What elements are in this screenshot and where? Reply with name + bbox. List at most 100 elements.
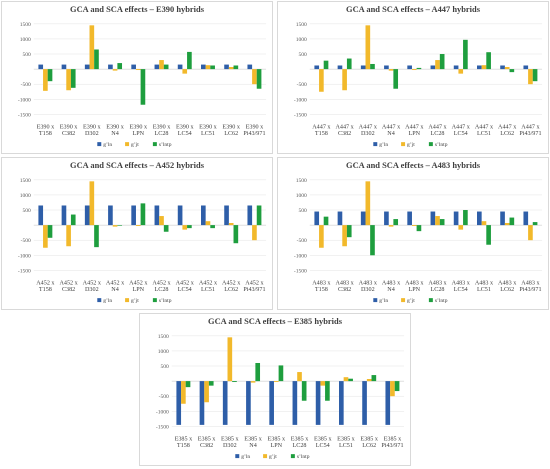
x-tick-label: A447 x [359, 124, 377, 130]
bar-g-jt [66, 225, 71, 247]
bar-g-ln [314, 211, 320, 226]
bar-s-lntp [486, 52, 491, 70]
x-tick-label: E390 x [129, 124, 147, 130]
x-tick-label: E385 x [221, 436, 239, 442]
bar-s-lntp [509, 217, 515, 226]
x-tick-label: A447 x [382, 124, 400, 130]
y-tick-label: -500 [159, 394, 169, 400]
x-tick-label: E385 x [291, 436, 309, 442]
chart-svg: GCA and SCA effects – E390 hybrids 1500 10… [18, 5, 267, 148]
x-tick-label: E390 x [176, 124, 194, 130]
x-tick-label: LC62 [224, 131, 238, 137]
x-tick-label: A447 x [405, 124, 423, 130]
legend-s-lntp-swatch [152, 298, 157, 303]
y-tick-label: 1000 [20, 37, 31, 43]
legend-s-lntp-swatch [290, 454, 295, 459]
y-tick-label: 1500 [296, 22, 307, 28]
x-tick-label: A483 x [452, 280, 470, 286]
x-tick-label: A447 x [428, 124, 446, 130]
x-tick-label: LC51 [477, 131, 491, 137]
bar-g-jt [481, 65, 487, 70]
bar-g-ln [61, 64, 67, 70]
bar-s-lntp [47, 69, 53, 82]
x-tick-label: LC28 [431, 287, 445, 293]
x-tick-label: E385 x [337, 436, 355, 442]
bar-g-ln [38, 64, 44, 70]
bar-g-jt [228, 222, 234, 226]
x-tick-label: A452 x [245, 280, 263, 286]
bar-g-jt [320, 381, 326, 386]
legend-g-ln: g’ln [103, 298, 112, 304]
x-tick-label: N4 [249, 443, 257, 449]
legend-s-lntp: s’lntp [435, 142, 448, 148]
bar-g-jt [252, 69, 257, 85]
bar-s-lntp [371, 375, 377, 382]
chart-svg: GCA and SCA effects – A452 hybrids 1500 10… [18, 161, 267, 304]
chart-title: GCA and SCA effects – A452 hybrids [70, 161, 205, 170]
bar-g-ln [176, 381, 182, 425]
x-tick-label: Pi43/971 [243, 287, 265, 293]
bar-g-ln [407, 211, 412, 226]
legend-g-jt: g’jt [269, 454, 277, 460]
y-tick-label: -1500 [18, 268, 31, 274]
bar-s-lntp [256, 69, 262, 89]
x-tick-label: LC54 [178, 131, 192, 137]
bar-g-jt [458, 69, 464, 74]
x-tick-label: LC62 [224, 287, 238, 293]
x-tick-label: LC28 [155, 287, 169, 293]
x-tick-label: LPN [408, 287, 420, 293]
legend-g-jt-swatch [125, 142, 130, 147]
y-tick-label: 1500 [158, 334, 169, 340]
bar-g-ln [500, 211, 505, 226]
bar-s-lntp [70, 214, 76, 226]
bar-g-ln [385, 381, 391, 425]
x-tick-label: A483 x [382, 280, 400, 286]
x-tick-label: LC51 [477, 287, 491, 293]
y-tick-label: 1500 [296, 178, 307, 184]
bar-s-lntp [348, 378, 353, 382]
x-tick-label: E390 x [37, 124, 55, 130]
bar-s-lntp [416, 225, 422, 232]
bar-g-jt [411, 225, 417, 227]
bar-s-lntp [325, 381, 330, 401]
bar-g-jt [159, 60, 164, 70]
bar-g-jt [390, 381, 395, 397]
x-tick-label: LC28 [431, 131, 445, 137]
bar-g-ln [201, 205, 206, 226]
bar-g-ln [384, 211, 389, 226]
legend-g-jt-swatch [263, 454, 268, 459]
bar-s-lntp [208, 381, 214, 386]
x-tick-label: Pi43/971 [519, 131, 541, 137]
x-tick-label: T158 [39, 131, 52, 137]
bar-g-jt [435, 216, 440, 226]
bar-g-jt [252, 225, 257, 241]
x-tick-label: E390 x [153, 124, 171, 130]
bar-g-ln [224, 205, 229, 226]
y-tick-label: -1500 [156, 424, 169, 430]
y-tick-label: -1500 [294, 268, 307, 274]
bar-g-ln [407, 65, 412, 70]
x-tick-label: LC51 [201, 131, 215, 137]
bar-g-ln [339, 381, 344, 425]
legend-s-lntp-swatch [152, 142, 157, 147]
x-tick-label: C382 [338, 131, 351, 137]
bar-g-jt [205, 65, 211, 70]
bar-s-lntp [233, 225, 239, 244]
x-tick-label: D302 [85, 287, 99, 293]
x-tick-label: E385 x [175, 436, 193, 442]
bar-g-jt [204, 381, 209, 403]
y-tick-label: -1000 [156, 409, 169, 415]
bar-s-lntp [117, 63, 123, 70]
bar-g-jt [342, 69, 347, 91]
legend-s-lntp: s’lntp [435, 298, 448, 304]
bar-g-ln [177, 64, 183, 70]
bar-g-jt [481, 221, 487, 226]
bar-g-ln [269, 381, 274, 425]
bar-g-ln [337, 211, 343, 226]
bar-g-jt [528, 69, 533, 85]
chart-panel-a483: GCA and SCA effects – A483 hybrids 1500 10… [277, 157, 549, 310]
bar-s-lntp [163, 64, 169, 70]
bar-g-ln [523, 65, 529, 70]
bar-g-jt [135, 69, 141, 71]
y-tick-label: 500 [22, 208, 31, 214]
